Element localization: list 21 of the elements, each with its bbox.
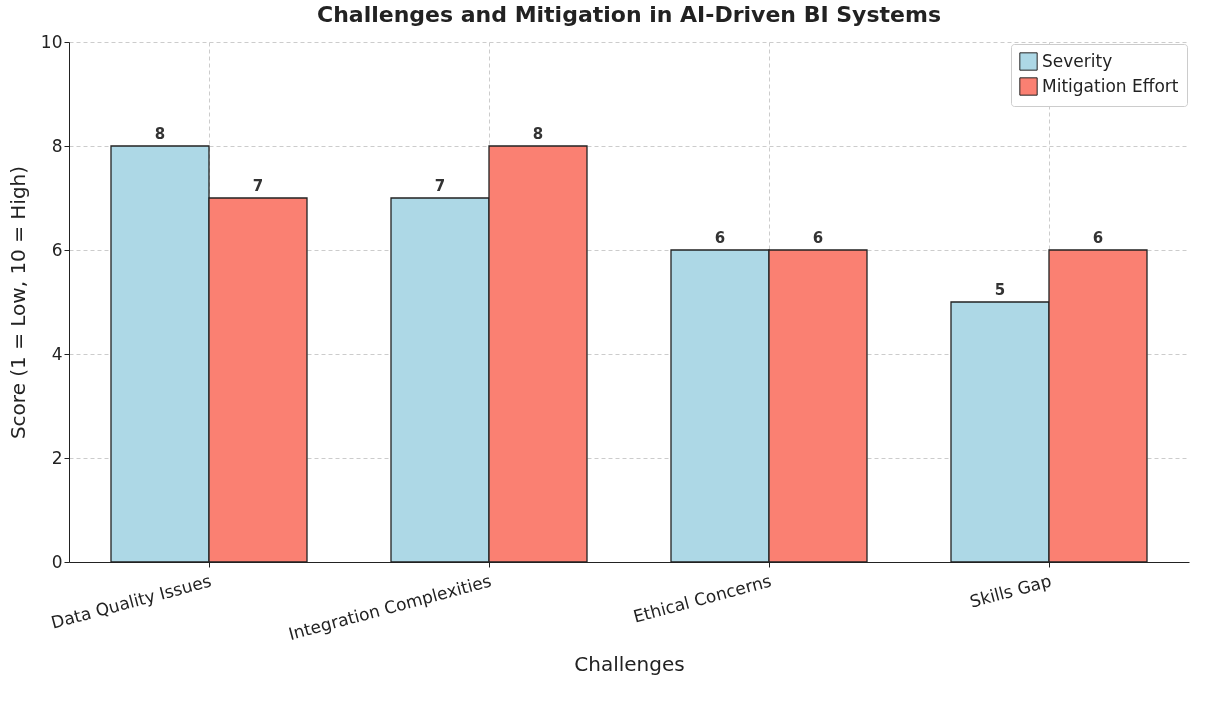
data-label: 8 bbox=[154, 125, 166, 143]
data-label: 5 bbox=[994, 281, 1006, 299]
y-tick-label: 6 bbox=[51, 239, 63, 260]
data-label: 6 bbox=[1092, 229, 1104, 247]
data-label: 8 bbox=[532, 125, 544, 143]
y-tick-label: 2 bbox=[51, 447, 63, 468]
chart-title: Challenges and Mitigation in AI-Driven BI Systems bbox=[316, 2, 942, 27]
legend-label: Severity bbox=[1042, 50, 1113, 71]
x-tick-label: Data Quality Issues bbox=[48, 570, 214, 633]
data-label: 7 bbox=[434, 177, 446, 195]
y-tick-label: 8 bbox=[51, 135, 63, 156]
y-axis-title: Score (1 = Low, 10 = High) bbox=[5, 165, 30, 440]
data-label: 6 bbox=[812, 229, 824, 247]
legend-label: Mitigation Effort bbox=[1042, 75, 1179, 96]
x-axis-title: Challenges bbox=[574, 652, 685, 677]
y-tick-label: 4 bbox=[51, 343, 63, 364]
data-label: 7 bbox=[252, 177, 264, 195]
data-label: 6 bbox=[714, 229, 726, 247]
x-tick-label: Skills Gap bbox=[967, 570, 1054, 612]
y-tick-label: 0 bbox=[51, 551, 63, 572]
y-tick-label: 10 bbox=[40, 31, 63, 52]
